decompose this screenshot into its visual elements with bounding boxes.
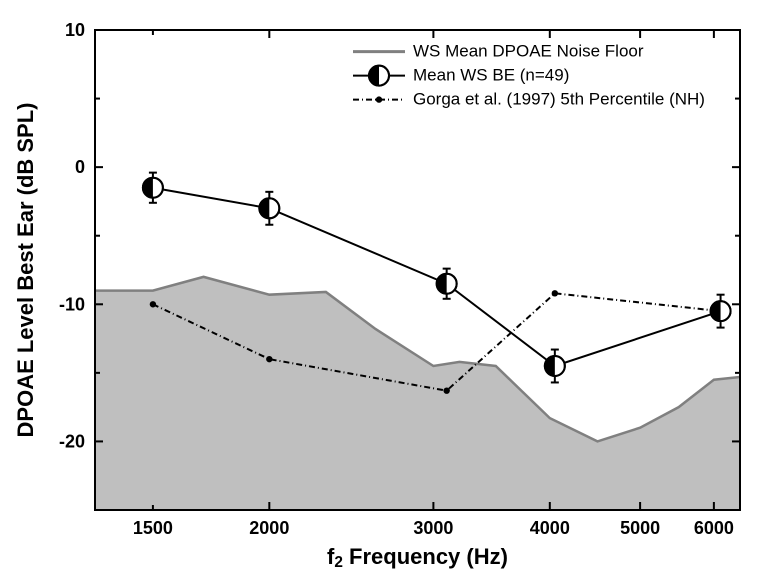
y-tick-label: 0 — [75, 157, 85, 177]
x-axis-label: f2 Frequency (Hz) — [327, 544, 508, 571]
gorga-marker — [150, 301, 156, 307]
gorga-marker — [266, 356, 272, 362]
legend-label: Gorga et al. (1997) 5th Percentile (NH) — [413, 90, 705, 109]
mean-ws-be-marker-half — [143, 178, 153, 198]
chart-svg: 2000 3000 4000 5000 6000 1500 -20 -10 0 10 f2 Freq… — [0, 0, 762, 588]
legend-swatch-mean-half — [369, 66, 379, 86]
x-tick-label: 3000 — [413, 518, 453, 538]
legend-label: Mean WS BE (n=49) — [413, 66, 569, 85]
gorga-marker — [552, 290, 558, 296]
x-tick-label: 1500 — [133, 518, 173, 538]
legend-swatch-gorga-marker — [376, 96, 382, 102]
x-tick-label: 5000 — [620, 518, 660, 538]
legend-row: Gorga et al. (1997) 5th Percentile (NH) — [353, 90, 705, 109]
mean-ws-be-marker-half — [259, 198, 269, 218]
legend-row: WS Mean DPOAE Noise Floor — [353, 42, 644, 61]
x-tick-label: 2000 — [249, 518, 289, 538]
y-tick-label: -10 — [59, 294, 85, 314]
chart-container: 2000 3000 4000 5000 6000 1500 -20 -10 0 10 f2 Freq… — [0, 0, 762, 588]
y-axis-label: DPOAE Level Best Ear (dB SPL) — [13, 103, 38, 438]
y-tick-label: -20 — [59, 431, 85, 451]
legend-row: Mean WS BE (n=49) — [353, 66, 569, 86]
mean-ws-be-marker-half — [711, 301, 721, 321]
gorga-marker — [443, 387, 449, 393]
x-tick-label: 6000 — [694, 518, 734, 538]
noise-floor-area — [95, 277, 740, 510]
mean-ws-be-marker-half — [437, 274, 447, 294]
y-tick-label: 10 — [65, 20, 85, 40]
x-tick-label: 4000 — [530, 518, 570, 538]
legend-label: WS Mean DPOAE Noise Floor — [413, 42, 644, 61]
